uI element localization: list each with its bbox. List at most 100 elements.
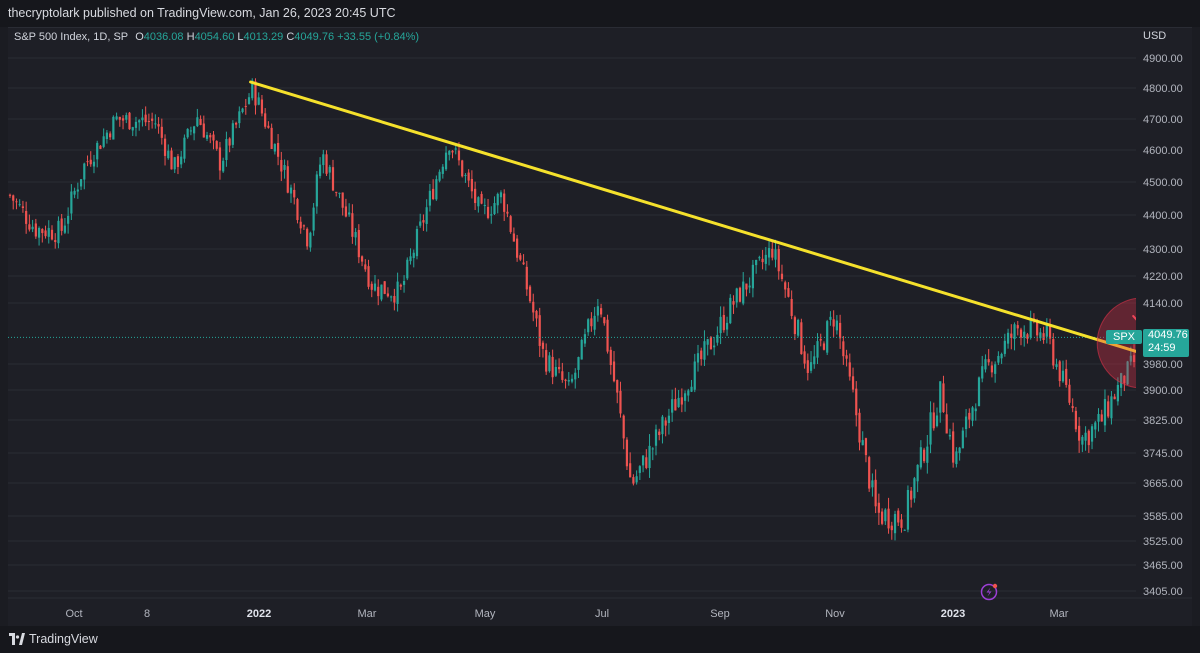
candle-body	[703, 341, 706, 360]
candle-body	[341, 192, 344, 208]
candle-body	[141, 117, 144, 121]
candle-body	[393, 296, 396, 303]
candle-body	[1045, 324, 1048, 337]
chart-area[interactable]: USD 4900.00 4800.00 4700.00 4600.00 4500.00 4…	[8, 27, 1192, 627]
grid	[8, 57, 1136, 592]
candle-body	[193, 126, 196, 134]
candle-body	[790, 298, 793, 316]
candle-body	[1000, 353, 1003, 359]
candle-body	[1029, 319, 1032, 338]
candle-body	[79, 179, 83, 187]
candle-body	[283, 165, 286, 170]
candle-body	[160, 126, 163, 138]
candle-body	[296, 199, 299, 221]
candle-body	[977, 377, 981, 407]
candle-body	[961, 430, 964, 449]
candle-body	[109, 133, 112, 138]
candle-body	[732, 301, 735, 305]
last-price-tag: 4049.76 24:59	[1143, 329, 1189, 357]
candle-body	[806, 360, 809, 373]
candle-body	[1126, 361, 1129, 385]
candle-body	[893, 514, 897, 534]
x-axis[interactable]: Oct 8 2022 Mar May Jul Sep Nov 2023 Mar	[65, 608, 1068, 620]
candle-body	[270, 127, 273, 149]
candle-body	[312, 207, 315, 231]
candle-body	[1084, 432, 1087, 441]
candle-body	[535, 310, 538, 319]
candle-body	[687, 390, 690, 396]
candle-body	[990, 365, 994, 373]
candle-body	[984, 359, 987, 370]
candle-body	[273, 144, 276, 152]
candle-body	[41, 228, 44, 234]
candle-body	[661, 416, 664, 435]
y-tick-label: 3980.00	[1143, 359, 1183, 371]
x-tick-label: 8	[144, 608, 150, 620]
candle-body	[1074, 410, 1077, 430]
chart-svg[interactable]: USD 4900.004800.004700.004600.004500.004…	[8, 28, 1192, 627]
candle-body	[383, 281, 386, 294]
candle-body	[758, 257, 761, 259]
candle-body	[1016, 325, 1019, 329]
y-tick-label: 3525.00	[1143, 536, 1183, 548]
candle-body	[738, 287, 742, 302]
candle-body	[254, 81, 257, 106]
candle-body	[1026, 334, 1029, 339]
candle-body	[829, 316, 832, 320]
candle-body	[441, 166, 444, 174]
candle-body	[632, 477, 635, 484]
candle-body	[1097, 414, 1100, 422]
tradingview-logo-icon	[9, 633, 25, 645]
high-label: H	[186, 31, 195, 43]
candle-body	[506, 211, 509, 214]
candle-body	[428, 190, 431, 206]
candle-body	[496, 193, 499, 206]
symbol-legend: S&P 500 Index, 1D, SP O4036.08 H4054.60 …	[14, 30, 419, 44]
candle-body	[509, 216, 512, 232]
candle-body	[629, 463, 632, 478]
candle-body	[1107, 401, 1110, 417]
candle-body	[286, 166, 289, 193]
candle-body	[251, 80, 254, 99]
x-tick-label: Jul	[595, 608, 609, 620]
y-axis[interactable]: 4900.00 4800.00 4700.00 4600.00 4500.00 4400.…	[1143, 53, 1183, 598]
candle-body	[561, 371, 564, 380]
candle-body	[493, 203, 496, 215]
candle-body	[73, 190, 76, 195]
candle-body	[719, 316, 722, 334]
candle-body	[151, 118, 154, 121]
candle-body	[57, 220, 60, 244]
y-tick-label: 4600.00	[1143, 145, 1183, 157]
candle-body	[593, 315, 596, 330]
candle-body	[138, 120, 141, 123]
candle-body	[706, 339, 709, 345]
high-value: 4054.60	[194, 31, 235, 43]
candle-body	[1071, 406, 1074, 409]
candle-body	[415, 229, 419, 257]
lightning-icon[interactable]	[980, 583, 998, 601]
candle-body	[1052, 339, 1055, 366]
candle-body	[871, 480, 874, 488]
candle-body	[299, 221, 302, 229]
candle-body	[645, 457, 648, 468]
candle-body	[842, 341, 845, 357]
candle-body	[83, 163, 86, 180]
candle-body	[545, 350, 548, 372]
candle-body	[60, 218, 63, 231]
candle-body	[981, 366, 984, 379]
candle-body	[903, 529, 906, 531]
candle-body	[409, 256, 412, 262]
candle-body	[945, 414, 948, 434]
y-tick-label: 4800.00	[1143, 83, 1183, 95]
candle-body	[574, 372, 577, 380]
symbol-info: S&P 500 Index, 1D, SP	[14, 31, 129, 43]
trendline[interactable]	[249, 80, 1192, 388]
candle-body	[567, 380, 570, 382]
candle-body	[725, 322, 729, 330]
candle-body	[564, 379, 567, 381]
publish-header: thecryptolark published on TradingView.c…	[0, 0, 1200, 27]
low-label: L	[237, 31, 244, 43]
candle-body	[435, 179, 438, 200]
candle-body	[157, 124, 160, 127]
bar-countdown: 24:59	[1148, 342, 1176, 354]
